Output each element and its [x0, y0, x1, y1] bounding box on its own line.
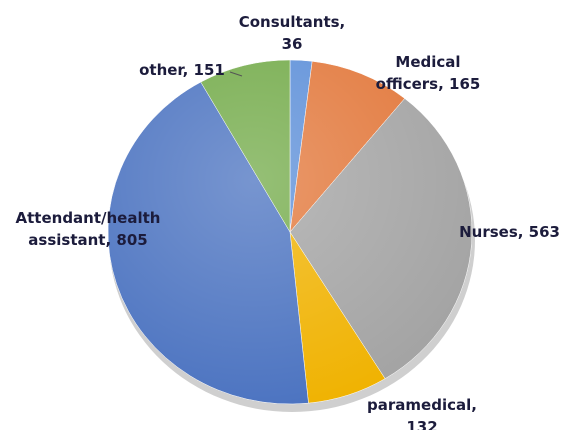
data-label: other, 151: [139, 61, 225, 79]
data-label: Nurses, 563: [459, 223, 560, 241]
data-label: paramedical, 132: [367, 396, 477, 430]
leader-line: [229, 71, 243, 77]
data-label: Medical officers, 165: [376, 53, 481, 93]
data-label: Consultants, 36: [239, 13, 346, 53]
pie: [107, 59, 473, 405]
data-label: Attendant/health assistant, 805: [16, 209, 161, 249]
